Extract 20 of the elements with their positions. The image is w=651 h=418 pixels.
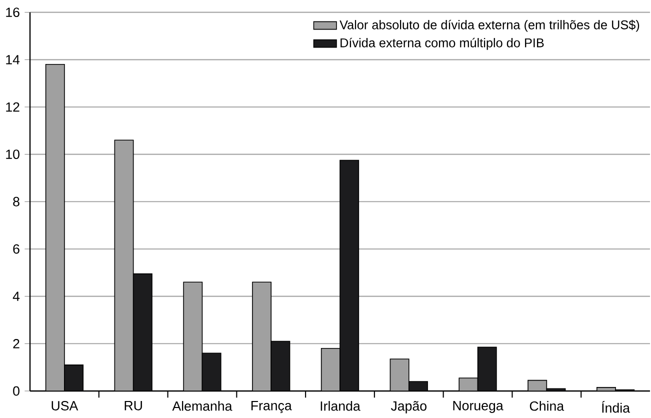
legend-label: Dívida externa como múltiplo do PIB [340,38,544,50]
x-tick-label: China [530,401,564,411]
y-tick-label: 6 [13,244,20,254]
x-tick-label: USA [52,401,78,411]
y-tick-label: 4 [12,292,20,301]
x-tick-label: Índia [602,401,630,413]
legend-label: Valor absoluto de dívida externa (em trilhões de US$) [340,20,640,32]
x-tick-label: RU [124,401,142,410]
y-tick-label: 16 [6,8,20,18]
x-tick-label: Japão [390,401,426,414]
x-tick-label: França [251,401,292,414]
x-tick-label: Noruega [453,401,504,414]
y-tick-label: 12 [6,102,20,112]
y-tick-label: 0 [13,386,20,396]
y-tick-label: 2 [13,339,20,348]
y-tick-label: 10 [6,150,20,160]
x-tick-label: Irlanda [320,401,360,411]
x-tick-label: Alemanha [172,401,232,411]
y-tick-label: 14 [6,55,20,64]
y-tick-label: 8 [13,197,20,206]
